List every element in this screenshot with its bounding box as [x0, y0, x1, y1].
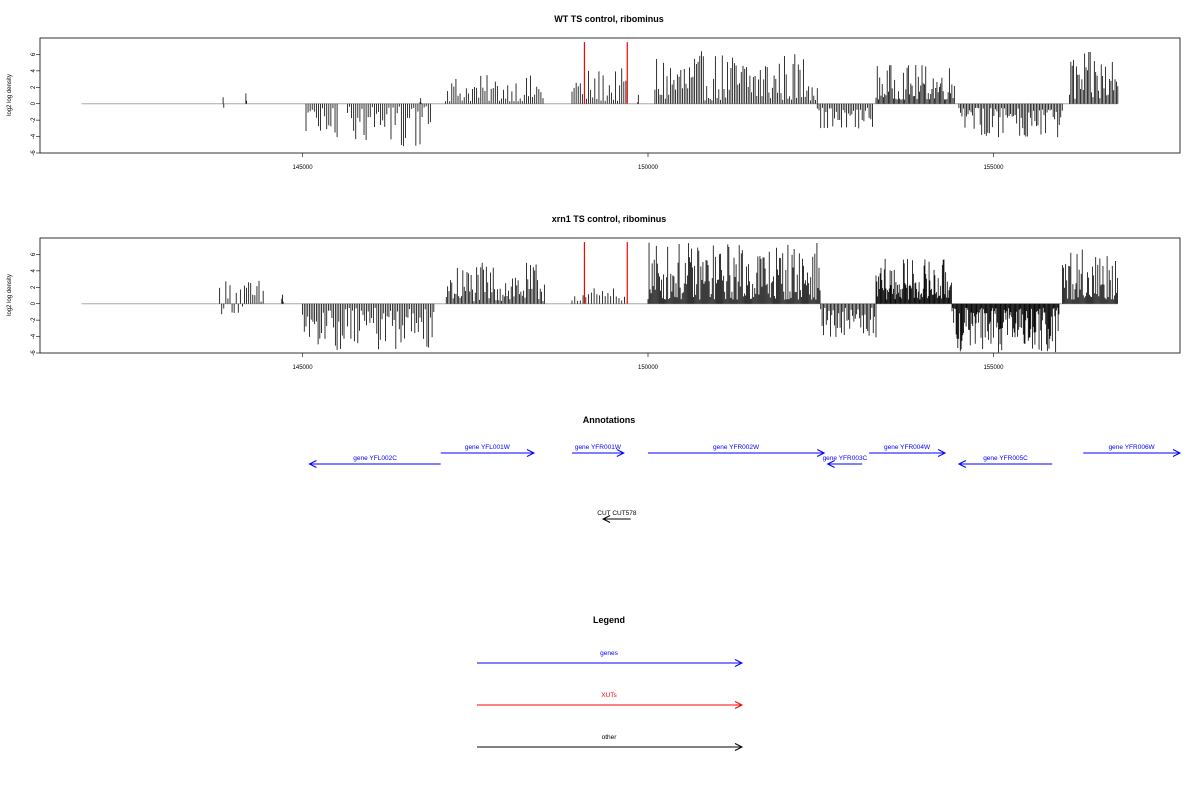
x-tick-label: 150000	[638, 365, 659, 371]
x-tick-label: 155000	[983, 165, 1004, 171]
y-tick-label: 2	[31, 285, 37, 289]
x-tick-label: 150000	[638, 165, 659, 171]
feature-arrowhead	[937, 449, 947, 457]
feature-label: gene YFL001W	[465, 444, 511, 451]
density-bars	[81, 51, 1119, 147]
feature-arrowhead	[526, 449, 536, 457]
y-tick-label: -2	[31, 317, 37, 323]
annotations-title: Annotations	[583, 415, 636, 425]
feature-arrowhead	[616, 449, 625, 457]
xut-markers	[583, 42, 628, 104]
legend: Legend genes XUTs other	[477, 615, 744, 751]
y-tick-label: -4	[31, 333, 37, 339]
legend-items: genes XUTs other	[477, 650, 744, 751]
y-tick-label: -6	[31, 150, 37, 156]
legend-arrowhead	[734, 701, 744, 709]
feature-label: gene YFR005C	[983, 455, 1028, 462]
axis-ticks: -6 -4 -2 0 2 4 6 145000 150000 155000	[31, 52, 1004, 171]
feature-arrowhead	[957, 460, 967, 468]
legend-arrowhead	[734, 659, 744, 667]
feature-label: gene YFR001W	[575, 444, 622, 451]
feature-label: gene YFL002C	[353, 455, 397, 462]
feature-arrowhead	[1172, 449, 1182, 457]
legend-label: XUTs	[601, 692, 617, 699]
feature-label: gene YFR002W	[713, 444, 760, 451]
feature-label: gene YFR004W	[884, 444, 931, 451]
y-tick-label: 2	[31, 85, 37, 89]
legend-label: genes	[600, 650, 618, 657]
y-axis-label: log2 log density	[7, 74, 13, 116]
x-tick-label: 155000	[983, 365, 1004, 371]
y-tick-label: -6	[31, 350, 37, 356]
legend-label: other	[602, 734, 618, 741]
plot-frame	[39, 37, 1181, 154]
legend-title: Legend	[593, 615, 625, 625]
y-tick-label: 6	[31, 52, 37, 56]
legend-arrowhead	[734, 743, 744, 751]
y-tick-label: 4	[31, 269, 37, 273]
y-tick-label: -4	[31, 133, 37, 139]
wt-density-panel: WT TS control, ribominus log2 log densit…	[7, 14, 1181, 171]
y-axis-label: log2 log density	[7, 274, 13, 316]
feature-arrowhead	[308, 460, 317, 468]
x-tick-label: 145000	[293, 165, 314, 171]
feature-arrowhead	[601, 515, 611, 523]
feature-arrowhead	[816, 449, 826, 457]
feature-label: CUT CUT578	[597, 510, 637, 517]
feature-label: gene YFR003C	[823, 455, 868, 462]
panel-title: xrn1 TS control, ribominus	[552, 214, 667, 224]
y-tick-label: 4	[31, 69, 37, 73]
y-tick-label: -2	[31, 117, 37, 123]
panel-title: WT TS control, ribominus	[554, 14, 664, 24]
y-tick-label: 6	[31, 252, 37, 256]
y-tick-label: 0	[31, 101, 37, 105]
xut-markers	[583, 242, 628, 304]
axis-ticks: -6 -4 -2 0 2 4 6 145000 150000 155000	[31, 252, 1004, 371]
feature-arrows: gene YFL002C gene YFL001W gene YFR001W gene…	[308, 444, 1182, 523]
density-bars	[81, 242, 1118, 353]
x-tick-label: 145000	[293, 365, 314, 371]
plot-frame	[39, 237, 1181, 354]
feature-label: gene YFR006W	[1109, 444, 1156, 451]
feature-arrowhead	[826, 460, 835, 468]
y-tick-label: 0	[31, 301, 37, 305]
xrn1-density-panel: xrn1 TS control, ribominus log2 log dens…	[7, 214, 1181, 371]
